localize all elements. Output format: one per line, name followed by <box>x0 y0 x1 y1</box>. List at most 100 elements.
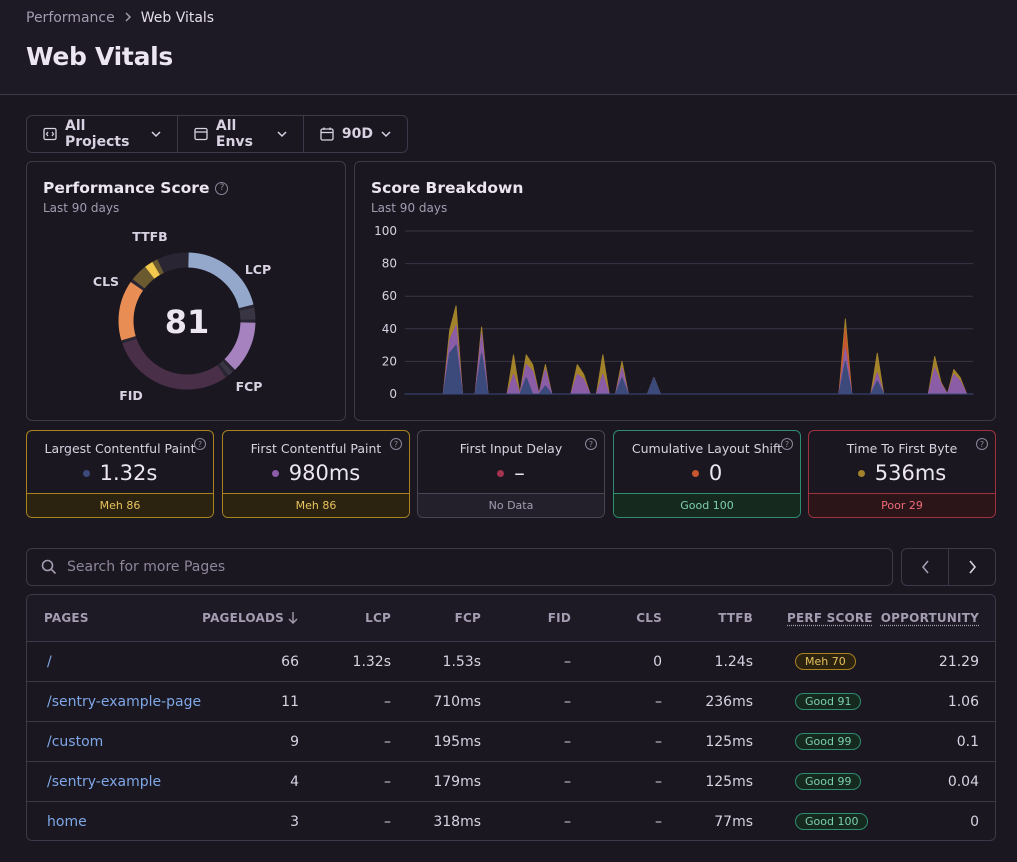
cell-ttfb: 125ms <box>705 762 753 801</box>
metric-name: Time To First Byte <box>809 441 995 456</box>
series-dot <box>692 470 699 477</box>
help-icon[interactable]: ? <box>390 438 402 450</box>
score-breakdown-chart: 020406080100 <box>355 162 995 420</box>
project-filter-label: All Projects <box>65 118 143 150</box>
header-opportunity[interactable]: OPPORTUNITY <box>881 595 979 641</box>
metric-name: Cumulative Layout Shift <box>614 441 800 456</box>
cell-opportunity: 1.06 <box>948 682 979 721</box>
cell-cls: – <box>655 762 662 801</box>
score-breakdown-panel: Score Breakdown Last 90 days 0 20 40 60 80 10… <box>354 161 996 421</box>
metric-status: Meh 86 <box>27 493 213 517</box>
chevron-down-icon <box>381 130 391 138</box>
cell-fid: – <box>564 642 571 681</box>
filter-bar: All Projects All Envs 90D <box>26 115 408 153</box>
performance-score-title: Performance Score ? <box>43 179 228 197</box>
cell-pageloads: 9 <box>290 722 299 761</box>
metric-name: Largest Contentful Paint <box>27 441 213 456</box>
cell-opportunity: 21.29 <box>939 642 979 681</box>
metric-value-text: 980ms <box>289 461 360 485</box>
donut-label-cls: CLS <box>93 274 119 289</box>
header-pageloads[interactable]: PAGELOADS <box>202 595 299 641</box>
header-cls[interactable]: CLS <box>636 595 662 641</box>
chevron-down-icon <box>277 130 287 138</box>
date-filter[interactable]: 90D <box>304 116 407 152</box>
donut-label-ttfb: TTFB <box>132 229 167 244</box>
table-row: /66 1.32s 1.53s –0 1.24s Meh 70 21.29 <box>27 641 995 681</box>
metric-value: 0 <box>614 461 800 485</box>
page-link[interactable]: home <box>47 802 87 841</box>
series-dot <box>497 470 504 477</box>
header-fcp[interactable]: FCP <box>455 595 481 641</box>
perf-score-badge: Good 91 <box>795 693 861 710</box>
search-icon <box>41 559 57 575</box>
cell-pageloads: 3 <box>290 802 299 841</box>
search-input[interactable] <box>67 559 867 575</box>
metric-card[interactable]: Time To First Byte? 536ms Poor 29 <box>808 430 996 518</box>
donut-label-lcp: LCP <box>245 262 271 277</box>
header-perf-score[interactable]: PERF SCORE <box>787 595 873 641</box>
help-icon[interactable]: ? <box>781 438 793 450</box>
metric-card[interactable]: First Input Delay? – No Data <box>417 430 605 518</box>
cell-perf-score: Good 99 <box>795 722 861 761</box>
cell-ttfb: 236ms <box>705 682 753 721</box>
page-link[interactable]: /sentry-example <box>47 762 161 801</box>
next-page-button[interactable] <box>949 549 995 585</box>
area-series-3 <box>405 306 973 394</box>
header-ttfb[interactable]: TTFB <box>718 595 753 641</box>
pages-table: PAGES PAGELOADS LCP FCP FID CLS TTFB PER… <box>26 594 996 841</box>
donut-label-fid: FID <box>119 388 143 403</box>
help-icon[interactable]: ? <box>194 438 206 450</box>
cell-lcp: – <box>384 762 391 801</box>
cell-ttfb: 125ms <box>705 722 753 761</box>
cell-perf-score: Meh 70 <box>795 642 856 681</box>
performance-score-value: 81 <box>165 303 210 341</box>
breadcrumb: Performance Web Vitals <box>26 10 214 26</box>
y-tick-label: 20 <box>382 354 397 368</box>
header-fid[interactable]: FID <box>548 595 571 641</box>
metric-card[interactable]: First Contentful Paint? 980ms Meh 86 <box>222 430 410 518</box>
series-dot <box>858 470 865 477</box>
page-link[interactable]: /sentry-example-page <box>47 682 201 721</box>
y-tick-label: 0 <box>389 387 397 401</box>
metric-card[interactable]: Cumulative Layout Shift? 0 Good 100 <box>613 430 801 518</box>
table-header: PAGES PAGELOADS LCP FCP FID CLS TTFB PER… <box>27 595 995 641</box>
cell-ttfb: 77ms <box>714 802 753 841</box>
metric-value: 536ms <box>809 461 995 485</box>
cell-fcp: 318ms <box>433 802 481 841</box>
header-lcp[interactable]: LCP <box>365 595 391 641</box>
donut-label-fcp: FCP <box>236 379 263 394</box>
perf-score-badge: Good 99 <box>795 773 861 790</box>
help-icon[interactable]: ? <box>215 182 228 195</box>
breadcrumb-performance[interactable]: Performance <box>26 10 115 26</box>
page-link[interactable]: /custom <box>47 722 103 761</box>
metric-value: 980ms <box>223 461 409 485</box>
table-row: /sentry-example 4–179ms – –125ms Good 99 0.04 <box>27 761 995 801</box>
cell-lcp: – <box>384 802 391 841</box>
metric-status: No Data <box>418 493 604 517</box>
cell-fcp: 1.53s <box>443 642 481 681</box>
window-icon <box>194 127 208 141</box>
previous-page-button[interactable] <box>902 549 949 585</box>
help-icon[interactable]: ? <box>976 438 988 450</box>
perf-score-badge: Meh 70 <box>795 653 856 670</box>
environment-filter-label: All Envs <box>216 118 269 150</box>
environment-filter[interactable]: All Envs <box>178 116 304 152</box>
table-row: /sentry-example-page 11 – 710ms – – 236ms Good … <box>27 681 995 721</box>
project-filter[interactable]: All Projects <box>27 116 178 152</box>
cell-opportunity: 0 <box>970 802 979 841</box>
series-dot <box>83 470 90 477</box>
cell-cls: – <box>655 802 662 841</box>
metric-card[interactable]: Largest Contentful Paint? 1.32s Meh 86 <box>26 430 214 518</box>
page-header: Performance Web Vitals Web Vitals <box>0 0 1017 95</box>
cell-lcp: – <box>384 682 391 721</box>
metric-status: Meh 86 <box>223 493 409 517</box>
area-series-0 <box>405 345 973 394</box>
cell-perf-score: Good 100 <box>795 802 868 841</box>
pagination <box>901 548 996 586</box>
y-tick-label: 40 <box>382 322 397 336</box>
cell-ttfb: 1.24s <box>715 642 753 681</box>
help-icon[interactable]: ? <box>585 438 597 450</box>
area-series-2 <box>405 326 973 394</box>
page-search[interactable] <box>26 548 893 586</box>
page-link[interactable]: / <box>47 642 52 681</box>
